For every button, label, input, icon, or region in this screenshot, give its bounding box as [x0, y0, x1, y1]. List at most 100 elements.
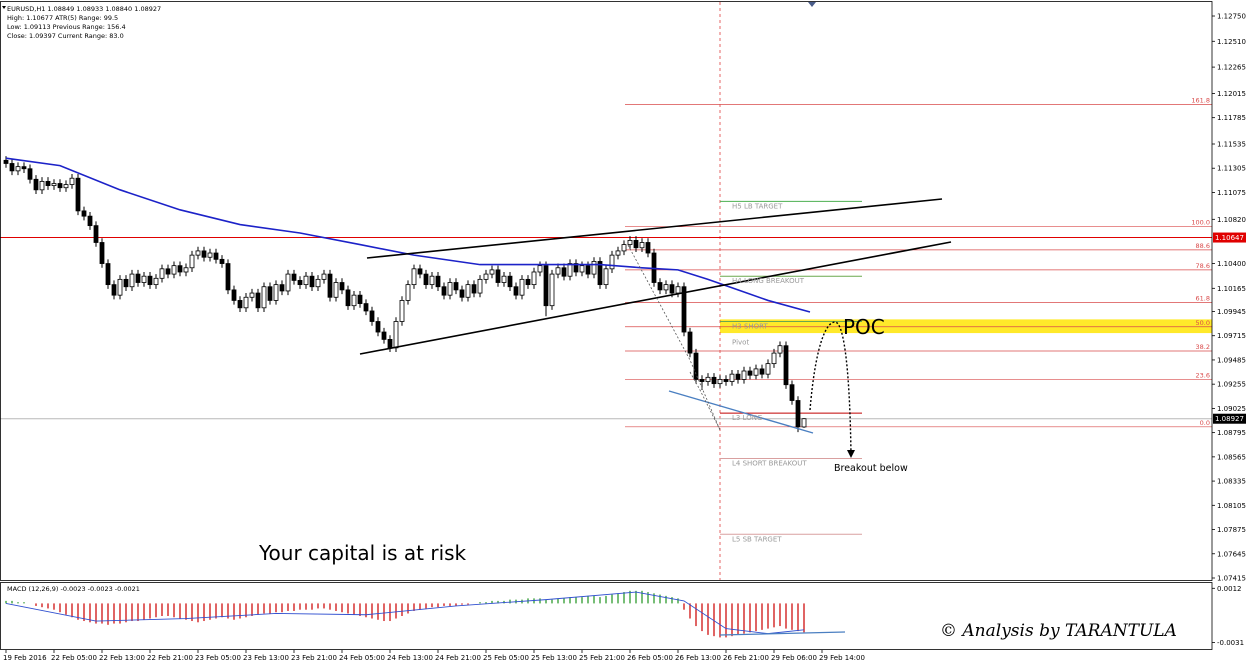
x-tick-label: 22 Feb 13:00	[99, 654, 145, 662]
candle-body	[57, 183, 63, 189]
candle-body	[633, 239, 639, 249]
x-tick-label: 26 Feb 21:00	[723, 654, 769, 662]
candle-body	[705, 376, 711, 382]
candle-body	[627, 239, 633, 245]
candle-body	[639, 242, 645, 249]
pivot-label: L3 LONG	[732, 414, 762, 422]
candle-body	[171, 265, 177, 275]
candle-body	[135, 273, 141, 283]
candle-body	[381, 331, 387, 340]
candle-body	[615, 250, 621, 256]
candle-body	[309, 275, 315, 288]
projection-line	[689, 371, 721, 431]
candle-body	[411, 268, 417, 286]
candle-body	[555, 267, 561, 275]
candle-body	[771, 352, 777, 365]
candle-body	[225, 263, 231, 291]
candle-body	[231, 289, 237, 301]
candle-body	[453, 282, 459, 291]
moving-average	[5, 157, 811, 313]
text-layer: POC Breakout below Your capital is at ri…	[2, 5, 1246, 662]
candle-body	[321, 273, 327, 280]
candle-body	[591, 261, 597, 275]
candle-body	[351, 294, 357, 307]
candle-body	[105, 263, 111, 286]
candle-body	[159, 268, 165, 279]
fib-label: 0.0	[1200, 419, 1210, 427]
candle-body	[501, 275, 507, 283]
candle-body	[51, 183, 57, 187]
candle-body	[681, 286, 687, 333]
candle-body	[513, 286, 519, 296]
trendline	[366, 198, 943, 259]
candle-body	[147, 275, 153, 286]
fib-label: 23.6	[1196, 371, 1210, 379]
candle-body	[129, 273, 135, 288]
price-label-box	[1213, 232, 1246, 243]
candle-body	[795, 400, 801, 428]
candle-body	[327, 273, 333, 298]
main-frame	[0, 1, 1213, 581]
candle-body	[75, 177, 81, 212]
candle-body	[153, 277, 159, 286]
candle-body	[675, 286, 681, 294]
candle-body	[687, 331, 693, 354]
arrow-head	[847, 450, 855, 458]
candle-body	[711, 376, 717, 385]
candle-body	[765, 363, 771, 375]
y-tick-label: 1.12750	[1217, 13, 1246, 21]
candle-body	[717, 379, 723, 385]
risk-warning: Your capital is at risk	[258, 541, 467, 565]
candle-body	[219, 258, 225, 264]
y-tick-label: 1.09255	[1217, 381, 1246, 389]
candle-body	[255, 292, 261, 309]
y-tick-label: 1.08335	[1217, 478, 1246, 486]
candle-body	[657, 282, 663, 291]
y-tick-label: 1.07415	[1217, 574, 1246, 582]
fib-label: 61.8	[1196, 295, 1210, 303]
candle-body	[333, 282, 339, 298]
y-tick-label: 1.11785	[1217, 114, 1246, 122]
x-tick-label: 25 Feb 13:00	[531, 654, 577, 662]
candle-body	[465, 284, 471, 298]
candle-body	[177, 265, 183, 273]
header-line: Close: 1.09397 Current Range: 83.0	[7, 32, 124, 40]
candle-body	[189, 254, 195, 269]
frame	[0, 1, 1215, 653]
candle-body	[45, 180, 51, 187]
candle-body	[729, 373, 735, 382]
y-tick-label: 1.10165	[1217, 285, 1246, 293]
x-tick-label: 19 Feb 2016	[3, 654, 47, 662]
candle-body	[645, 242, 651, 254]
candle-body	[237, 300, 243, 309]
price-label: 1.08927	[1215, 415, 1244, 423]
fib-label: 38.2	[1196, 343, 1210, 351]
x-tick-label: 26 Feb 13:00	[675, 654, 721, 662]
candle-body	[297, 280, 303, 286]
macd-signal	[5, 591, 805, 635]
candle-body	[549, 273, 555, 307]
candle-body	[561, 267, 567, 277]
candle-body	[519, 278, 525, 296]
candle-body	[471, 284, 477, 294]
candle-body	[27, 168, 33, 180]
fib-label: 161.8	[1191, 96, 1210, 104]
y-tick-label: 1.08795	[1217, 429, 1246, 437]
candle-body	[609, 254, 615, 270]
macd-tick-label: 0.0012	[1217, 585, 1242, 593]
breakout-label: Breakout below	[834, 463, 908, 474]
candle-body	[243, 296, 249, 309]
candle-body	[183, 267, 189, 273]
candle-body	[741, 370, 747, 380]
candle-body	[693, 352, 699, 380]
candle-body	[261, 286, 267, 309]
y-tick-label: 1.08105	[1217, 502, 1246, 510]
price-label-box	[1213, 413, 1246, 424]
marker	[808, 2, 816, 7]
macd-title: MACD (12,26,9) -0.0023 -0.0023 -0.0021	[7, 585, 140, 593]
candle-body	[339, 282, 345, 291]
candle-body	[285, 273, 291, 292]
header-arrow	[2, 6, 6, 9]
candle-body	[9, 163, 15, 172]
